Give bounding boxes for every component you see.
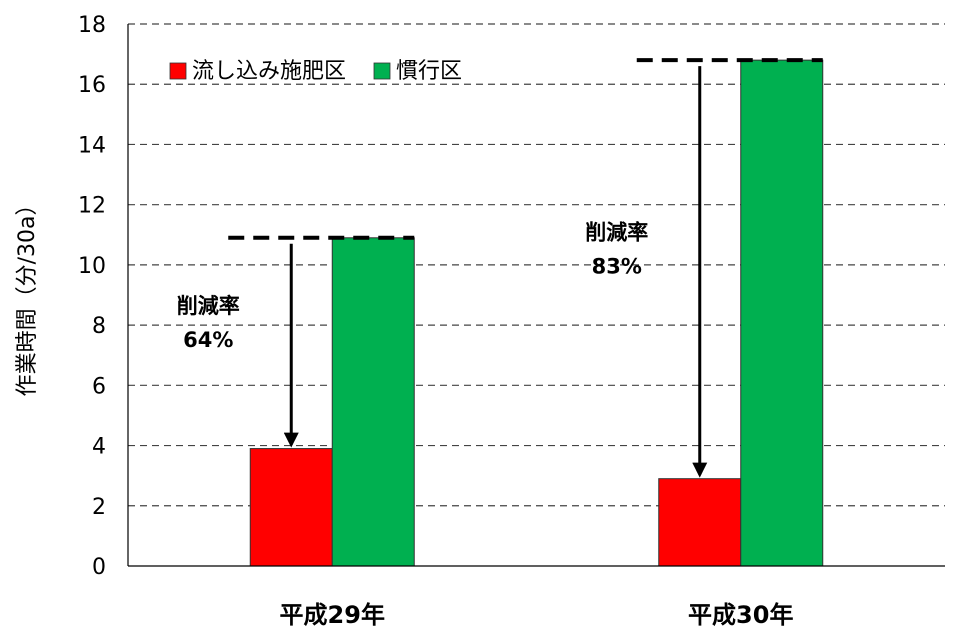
legend-swatch — [373, 62, 391, 80]
annotation-value: 64% — [183, 328, 233, 352]
bars — [249, 59, 824, 567]
bar — [740, 59, 824, 567]
bar — [249, 448, 333, 567]
y-tick-label: 8 — [92, 314, 106, 339]
legend-swatch — [169, 62, 187, 80]
y-tick-label: 6 — [92, 374, 106, 399]
legend-label: 慣行区 — [396, 59, 462, 84]
y-tick-label: 12 — [78, 194, 106, 219]
gridlines — [128, 23, 945, 507]
y-tick-label: 0 — [92, 555, 106, 580]
bar — [658, 478, 742, 567]
annotation-value: 83% — [592, 254, 642, 278]
y-tick-label: 18 — [78, 13, 106, 38]
y-tick-label: 16 — [78, 73, 106, 98]
y-tick-label: 10 — [78, 254, 106, 279]
legend-label: 流し込み施肥区 — [192, 59, 346, 84]
legend: 流し込み施肥区 慣行区 — [169, 59, 462, 84]
y-tick-label: 2 — [92, 495, 106, 520]
y-tick-label: 14 — [78, 133, 106, 158]
annotation-label: 削減率 — [585, 220, 648, 244]
annotations: 削減率 64% 削減率 83% — [177, 58, 823, 478]
y-axis-label: 作業時間（分/30a） — [15, 194, 40, 397]
x-category-label: 平成30年 — [688, 601, 793, 629]
annotation-label: 削減率 — [177, 294, 240, 318]
x-category-label: 平成29年 — [280, 601, 385, 629]
axes: 0 2 4 6 8 10 12 14 16 18 作業時間（分/30a） 平成29年 平成30年 — [15, 13, 945, 629]
bar — [331, 237, 415, 567]
y-tick-label: 4 — [92, 435, 106, 460]
